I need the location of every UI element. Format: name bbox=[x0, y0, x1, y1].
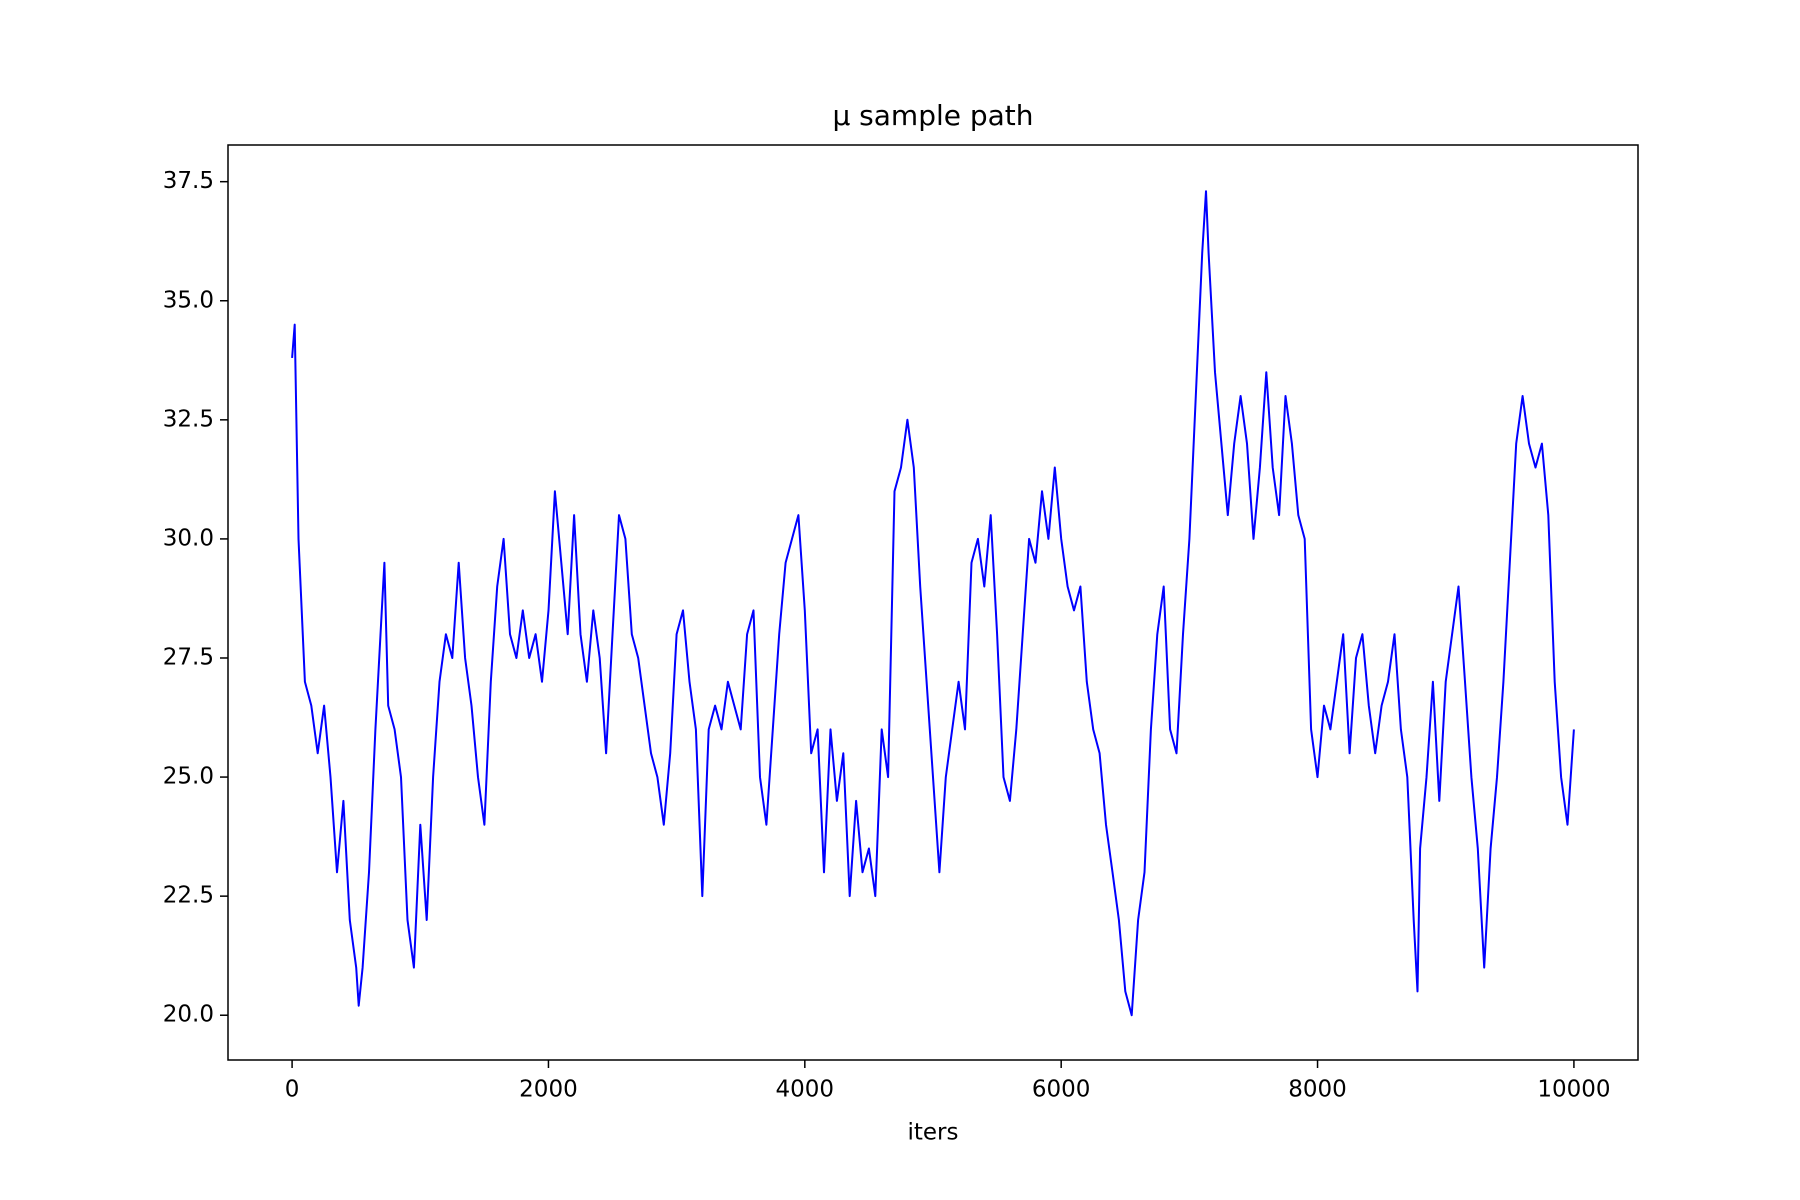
x-tick-label: 10000 bbox=[1537, 1077, 1610, 1103]
x-tick-label: 8000 bbox=[1288, 1077, 1347, 1103]
x-tick-label: 0 bbox=[285, 1077, 300, 1103]
y-tick-label: 37.5 bbox=[163, 168, 214, 194]
chart-title: μ sample path bbox=[832, 99, 1033, 132]
y-tick-label: 30.0 bbox=[163, 525, 214, 551]
series-line bbox=[291, 190, 1575, 1017]
plot-frame bbox=[227, 144, 1639, 1061]
x-tick-label: 2000 bbox=[519, 1077, 578, 1103]
x-axis-label: iters bbox=[908, 1120, 959, 1146]
y-tick-label: 22.5 bbox=[163, 883, 214, 909]
x-tick-label: 6000 bbox=[1032, 1077, 1091, 1103]
y-tick-label: 32.5 bbox=[163, 406, 214, 432]
y-tick-label: 20.0 bbox=[163, 1002, 214, 1028]
y-tick-label: 25.0 bbox=[163, 764, 214, 790]
y-tick-label: 35.0 bbox=[163, 287, 214, 313]
y-tick-label: 27.5 bbox=[163, 644, 214, 670]
x-tick-label: 4000 bbox=[776, 1077, 835, 1103]
